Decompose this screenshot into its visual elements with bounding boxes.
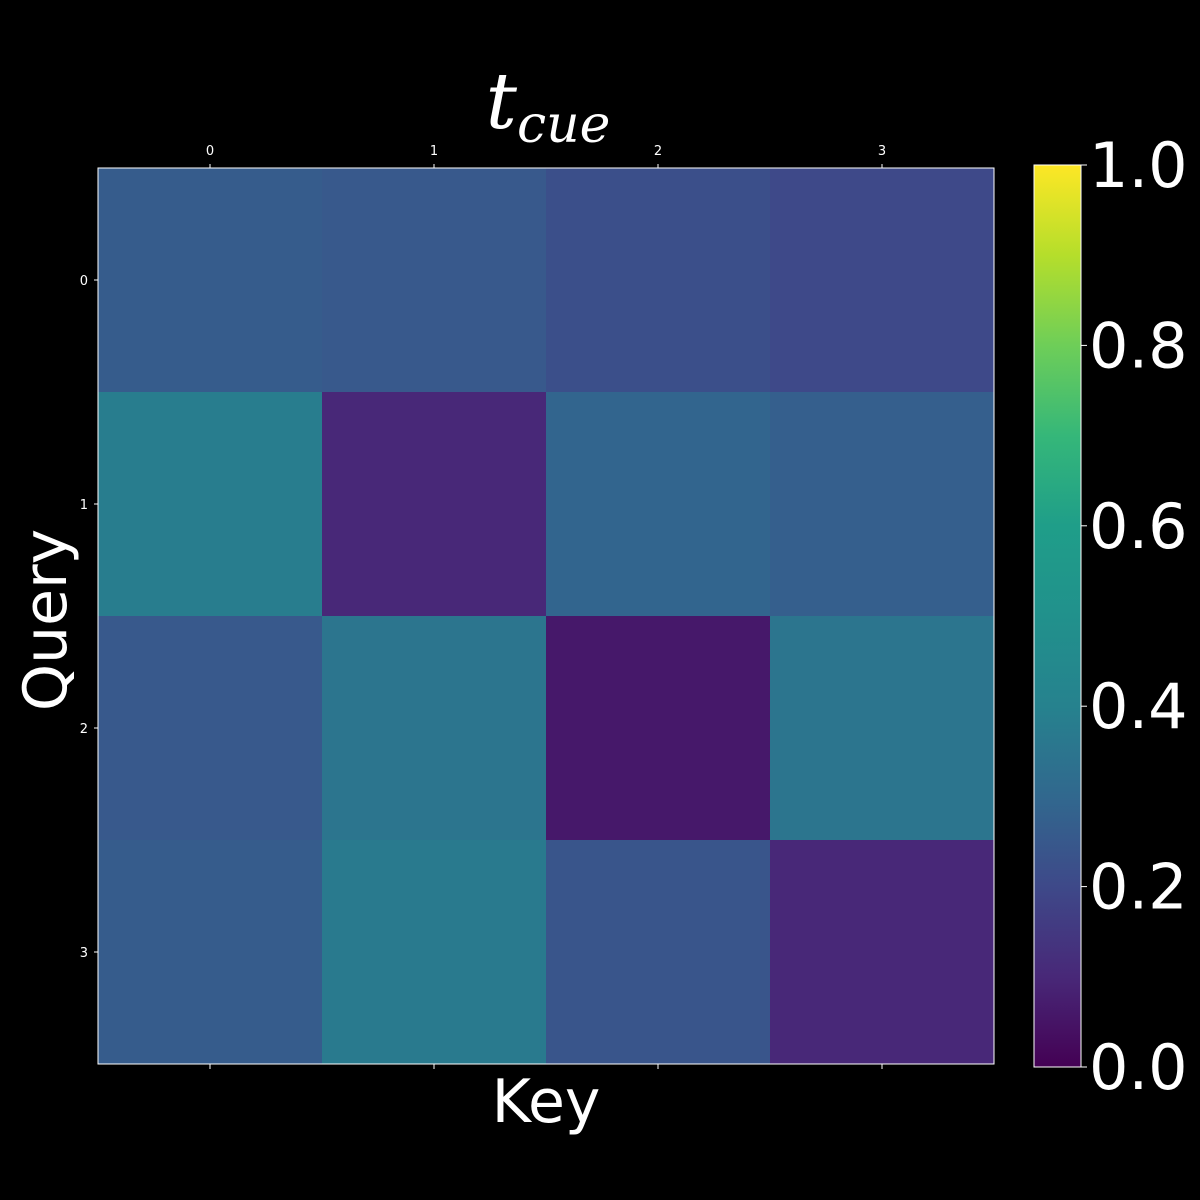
heatmap-cell-r3-c1 <box>322 840 547 1065</box>
colorbar-tick-label: 0.8 <box>1089 309 1188 382</box>
heatmap-cell-r2-c2 <box>546 616 771 841</box>
colorbar-tick-label: 0.6 <box>1089 490 1188 563</box>
heatmap-cell-r1-c3 <box>770 392 995 617</box>
x-axis-label: Key <box>492 1067 601 1137</box>
heatmap-cell-r2-c1 <box>322 616 547 841</box>
colorbar-tick-label: 0.4 <box>1089 670 1188 743</box>
x-tick-label: 0 <box>206 144 214 159</box>
x-tick-labels: 0 1 2 3 <box>206 144 886 168</box>
heatmap-cells <box>98 168 995 1065</box>
y-tick-label: 0 <box>80 274 88 289</box>
heatmap-cell-r2-c0 <box>98 616 323 841</box>
colorbar-tick-label: 0.0 <box>1089 1031 1188 1104</box>
x-tick-label: 3 <box>878 144 886 159</box>
heatmap-cell-r0-c3 <box>770 168 995 393</box>
x-tick-label: 1 <box>430 144 438 159</box>
heatmap-cell-r0-c2 <box>546 168 771 393</box>
colorbar-tick-label: 1.0 <box>1089 129 1188 202</box>
heatmap-cell-r1-c2 <box>546 392 771 617</box>
y-tick-label: 3 <box>80 946 88 961</box>
heatmap-cell-r1-c0 <box>98 392 323 617</box>
colorbar-ticks: 0.0 0.2 0.4 0.6 0.8 1.0 <box>1081 129 1188 1104</box>
y-tick-label: 1 <box>80 498 88 513</box>
chart-title: tcue <box>486 57 611 155</box>
heatmap-cell-r1-c1 <box>322 392 547 617</box>
plot-frame <box>97 167 995 1065</box>
colorbar-tick-label: 0.2 <box>1089 851 1188 924</box>
heatmap-cell-r3-c0 <box>98 840 323 1065</box>
y-tick-label: 2 <box>80 722 88 737</box>
heatmap-cell-r0-c0 <box>98 168 323 393</box>
x-tick-marks-bottom <box>209 1064 883 1069</box>
heatmap-cell-r0-c1 <box>322 168 547 393</box>
colorbar <box>1033 164 1082 1068</box>
heatmap-cell-r3-c2 <box>546 840 771 1065</box>
y-tick-labels: 0 1 2 3 <box>80 274 98 961</box>
y-axis-label: Query <box>11 529 81 711</box>
heatmap-cell-r2-c3 <box>770 616 995 841</box>
x-tick-label: 2 <box>654 144 662 159</box>
heatmap-cell-r3-c3 <box>770 840 995 1065</box>
